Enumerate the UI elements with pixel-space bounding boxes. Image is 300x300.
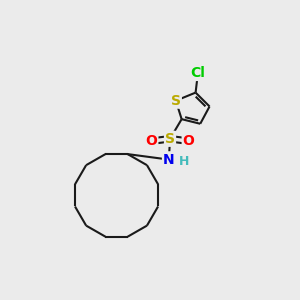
Text: H: H bbox=[179, 155, 189, 168]
Text: O: O bbox=[183, 134, 195, 148]
Text: S: S bbox=[171, 94, 181, 108]
Text: S: S bbox=[165, 132, 175, 146]
Text: H: H bbox=[179, 155, 189, 168]
Text: O: O bbox=[146, 134, 158, 148]
Text: N: N bbox=[163, 153, 175, 166]
Text: Cl: Cl bbox=[190, 66, 206, 80]
Text: N: N bbox=[163, 153, 175, 166]
